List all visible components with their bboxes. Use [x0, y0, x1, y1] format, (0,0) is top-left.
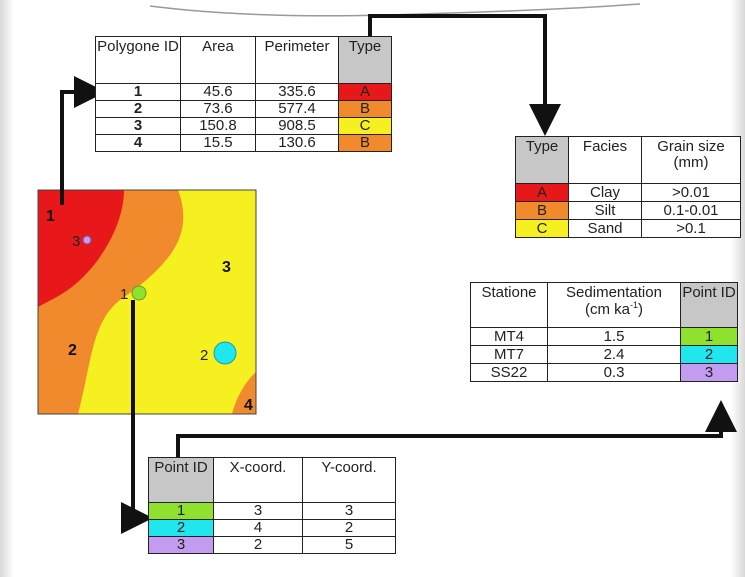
polygon-map: [38, 190, 256, 414]
map-point-1-label: 1: [120, 286, 128, 303]
table-row: MT4 1.5 1: [470, 327, 738, 346]
table-row: A Clay >0.01: [515, 183, 741, 202]
cell-facies: Sand: [568, 219, 642, 238]
map-label-polygon-1: 1: [46, 208, 55, 225]
cell-point-id: 1: [680, 327, 738, 346]
cell-grain-size: >0.1: [641, 219, 741, 238]
cell-y: 5: [302, 536, 396, 554]
cell-area: 15.5: [180, 134, 256, 152]
cell-perimeter: 130.6: [255, 134, 339, 152]
cell-type: B: [338, 100, 392, 118]
map-label-polygon-4: 4: [244, 397, 253, 414]
map-label-polygon-2: 2: [68, 342, 77, 359]
map-point-3-label: 3: [72, 233, 80, 250]
cell-id: 3: [95, 117, 181, 135]
map-point-1-marker: [131, 285, 147, 301]
polygon-4-area: [232, 372, 256, 414]
table-row: 2 73.6 577.4 B: [95, 100, 392, 118]
table-row: 1 3 3: [148, 502, 396, 520]
header-type: Type: [338, 36, 392, 84]
table-row: C Sand >0.1: [515, 219, 741, 238]
table-row: 3 150.8 908.5 C: [95, 117, 392, 135]
cell-type: B: [338, 134, 392, 152]
header-y-coord: Y-coord.: [302, 457, 396, 503]
cell-rate: 1.5: [547, 327, 681, 346]
cell-facies: Silt: [568, 201, 642, 220]
cell-rate: 0.3: [547, 363, 681, 382]
cell-type: C: [515, 219, 569, 238]
station-sedimentation-table: Statione Sedimentation (cm ka-1) Point ID…: [470, 282, 738, 382]
map-point-2-marker: [213, 341, 237, 365]
header-x-coord: X-coord.: [213, 457, 303, 503]
arrow-polygon1-to-table: [60, 76, 106, 205]
cell-station: SS22: [470, 363, 548, 382]
header-grain-size: Grain size (mm): [641, 136, 741, 184]
cell-point-id: 3: [680, 363, 738, 382]
header-statione: Statione: [470, 282, 548, 328]
cell-grain-size: >0.01: [641, 183, 741, 202]
header-sedimentation: Sedimentation (cm ka-1): [547, 282, 681, 328]
cell-id: 2: [95, 100, 181, 118]
map-point-2-label: 2: [200, 347, 208, 364]
cell-id: 1: [95, 83, 181, 101]
cell-y: 2: [302, 519, 396, 537]
map-border: [37, 189, 257, 415]
cell-area: 73.6: [180, 100, 256, 118]
header-polygone-id: Polygone ID: [95, 36, 181, 84]
header-point-id: Point ID: [148, 457, 214, 503]
header-type: Type: [515, 136, 569, 184]
cell-area: 45.6: [180, 83, 256, 101]
map-point-3-marker: [82, 235, 92, 245]
facies-lookup-table: Type Facies Grain size (mm) A Clay >0.01…: [515, 136, 741, 238]
cell-type: C: [338, 117, 392, 135]
cell-type: A: [515, 183, 569, 202]
header-sedimentation-title: Sedimentation: [566, 284, 662, 301]
header-sedimentation-exponent: -1: [629, 299, 638, 310]
cell-y: 3: [302, 502, 396, 520]
cell-point-id: 1: [148, 502, 214, 520]
cell-x: 4: [213, 519, 303, 537]
cell-station: MT7: [470, 345, 548, 364]
table-row: 4 15.5 130.6 B: [95, 134, 392, 152]
cell-id: 4: [95, 134, 181, 152]
arrow-type-to-facies: [368, 14, 561, 136]
header-point-id: Point ID: [680, 282, 738, 328]
cell-x: 3: [213, 502, 303, 520]
cell-grain-size: 0.1-0.01: [641, 201, 741, 220]
cell-type: A: [338, 83, 392, 101]
header-area: Area: [180, 36, 256, 84]
polygon-1-area: [38, 190, 124, 307]
cell-x: 2: [213, 536, 303, 554]
arrow-pointtable-to-station: [176, 400, 737, 457]
table-row: SS22 0.3 3: [470, 363, 738, 382]
table-row: 1 45.6 335.6 A: [95, 83, 392, 101]
cell-area: 150.8: [180, 117, 256, 135]
map-label-polygon-3: 3: [222, 259, 231, 276]
left-shadow-edge: [0, 0, 14, 577]
cell-station: MT4: [470, 327, 548, 346]
polygon-attribute-table: Polygone ID Area Perimeter Type 1 45.6 3…: [95, 36, 392, 152]
cell-rate: 2.4: [547, 345, 681, 364]
cell-perimeter: 577.4: [255, 100, 339, 118]
point-coordinate-table: Point ID X-coord. Y-coord. 1 3 3 2 4 2 3…: [148, 457, 396, 554]
cell-point-id: 2: [148, 519, 214, 537]
cell-type: B: [515, 201, 569, 220]
table-row: 2 4 2: [148, 519, 396, 537]
header-sedimentation-unit: (cm ka: [584, 300, 630, 318]
cell-perimeter: 908.5: [255, 117, 339, 135]
cell-point-id: 3: [148, 536, 214, 554]
arrow-point1-to-pointtable: [121, 300, 153, 534]
cell-facies: Clay: [568, 183, 642, 202]
table-row: B Silt 0.1-0.01: [515, 201, 741, 220]
cell-point-id: 2: [680, 345, 738, 364]
header-sedimentation-unit-close: ): [638, 300, 643, 318]
header-perimeter: Perimeter: [255, 36, 339, 84]
header-facies: Facies: [568, 136, 642, 184]
cell-perimeter: 335.6: [255, 83, 339, 101]
table-row: MT7 2.4 2: [470, 345, 738, 364]
table-row: 3 2 5: [148, 536, 396, 554]
